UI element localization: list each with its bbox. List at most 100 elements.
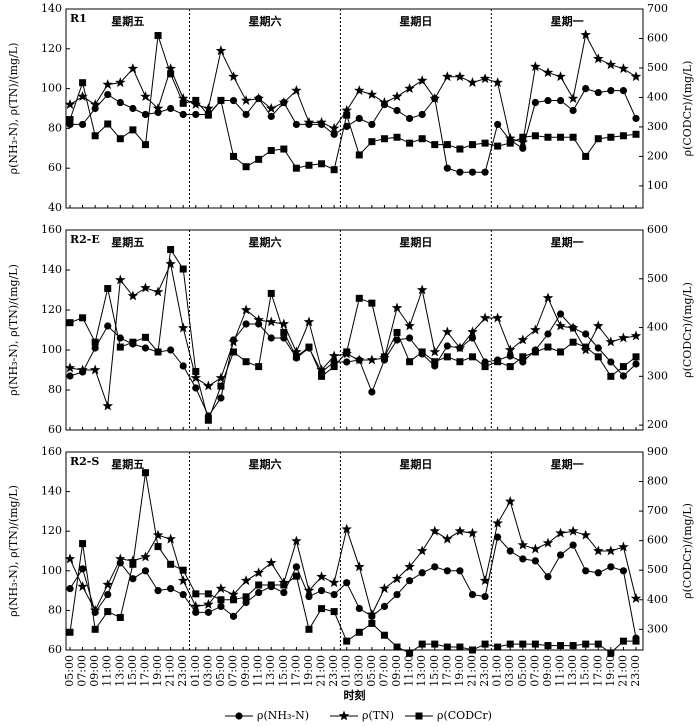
point [341, 523, 352, 534]
point [242, 320, 250, 328]
point [418, 110, 426, 119]
panel-label: R2-E [70, 233, 100, 246]
x-tick-label: 23:00 [478, 655, 491, 687]
point [481, 363, 489, 371]
point [519, 133, 527, 141]
point [393, 328, 401, 336]
y2-tick-label: 500 [647, 563, 668, 576]
y-tick-label: 60 [48, 161, 62, 174]
point [531, 557, 539, 565]
point [341, 105, 352, 115]
point [580, 29, 591, 40]
series-line [70, 88, 637, 173]
point [78, 565, 87, 573]
point [192, 384, 200, 392]
point [406, 334, 414, 342]
point [91, 132, 99, 140]
legend-marker [415, 712, 423, 720]
day-label: 星期六 [248, 235, 281, 249]
point [443, 353, 451, 361]
point [129, 126, 137, 134]
point [582, 640, 590, 648]
point [167, 346, 175, 354]
y-tick-label: 160 [41, 223, 62, 236]
point [317, 587, 326, 595]
day-label: 星期一 [551, 235, 584, 249]
point [555, 71, 566, 82]
x-tick-label: 09:00 [390, 655, 403, 687]
point [91, 338, 99, 346]
point [78, 120, 87, 129]
point [328, 577, 340, 588]
point [544, 573, 552, 581]
point [632, 360, 640, 368]
point [116, 98, 124, 107]
point [292, 164, 300, 172]
point [569, 642, 577, 650]
point [116, 613, 124, 621]
y-axis-label: ρ(NH₃-N), ρ(TN)/(mg/L) [7, 485, 20, 617]
point [519, 555, 527, 563]
point [366, 608, 378, 619]
point [607, 86, 615, 95]
point [280, 581, 288, 589]
point [66, 585, 74, 593]
point [431, 358, 439, 366]
point [582, 343, 590, 351]
point [366, 354, 378, 365]
point [619, 567, 628, 575]
point [406, 577, 414, 585]
point [429, 93, 440, 103]
plot-frame [65, 451, 644, 651]
point [517, 136, 528, 147]
day-label: 星期一 [551, 457, 584, 471]
point [404, 320, 415, 331]
day-label: 星期五 [111, 457, 144, 471]
point [594, 569, 602, 577]
point [203, 380, 214, 391]
x-tick-label: 11:00 [403, 655, 416, 687]
point [393, 590, 401, 599]
point [506, 640, 514, 648]
point [607, 563, 615, 571]
y-tick-label: 120 [41, 524, 62, 537]
point [242, 598, 250, 607]
x-tick-label: 13:00 [113, 655, 126, 687]
point [66, 372, 74, 380]
point [618, 541, 629, 552]
point [443, 141, 451, 149]
point [431, 141, 439, 149]
point [607, 372, 615, 380]
point [91, 625, 99, 633]
y-axis-label: ρ(NH₃-N), ρ(TN)/(mg/L) [7, 43, 20, 175]
point [544, 96, 552, 105]
x-tick-label: 15:00 [126, 655, 139, 687]
point [393, 133, 401, 141]
point [328, 122, 340, 133]
point [190, 99, 201, 109]
point [165, 258, 176, 269]
point [77, 364, 88, 375]
point [217, 596, 225, 604]
y-axis-label: ρ(NH₃-N), ρ(TN)/(mg/L) [7, 264, 20, 396]
point [594, 88, 602, 97]
point [305, 592, 313, 601]
y2-tick-label: 500 [647, 61, 668, 74]
point [154, 587, 162, 595]
point [468, 334, 477, 342]
y2-tick-label: 100 [647, 179, 668, 192]
point [79, 540, 87, 548]
y-tick-label: 40 [48, 201, 62, 214]
y2-axis-label: ρ(CODCr)/(mg/L) [681, 503, 694, 599]
y2-tick-label: 900 [647, 445, 668, 458]
point [343, 358, 351, 366]
point [416, 75, 428, 86]
point [467, 527, 478, 538]
point [192, 590, 200, 598]
point [267, 289, 275, 297]
x-tick-label: 17:00 [289, 655, 302, 687]
point [567, 525, 579, 536]
point [393, 336, 401, 344]
y2-tick-label: 700 [647, 504, 668, 517]
point [167, 585, 175, 593]
